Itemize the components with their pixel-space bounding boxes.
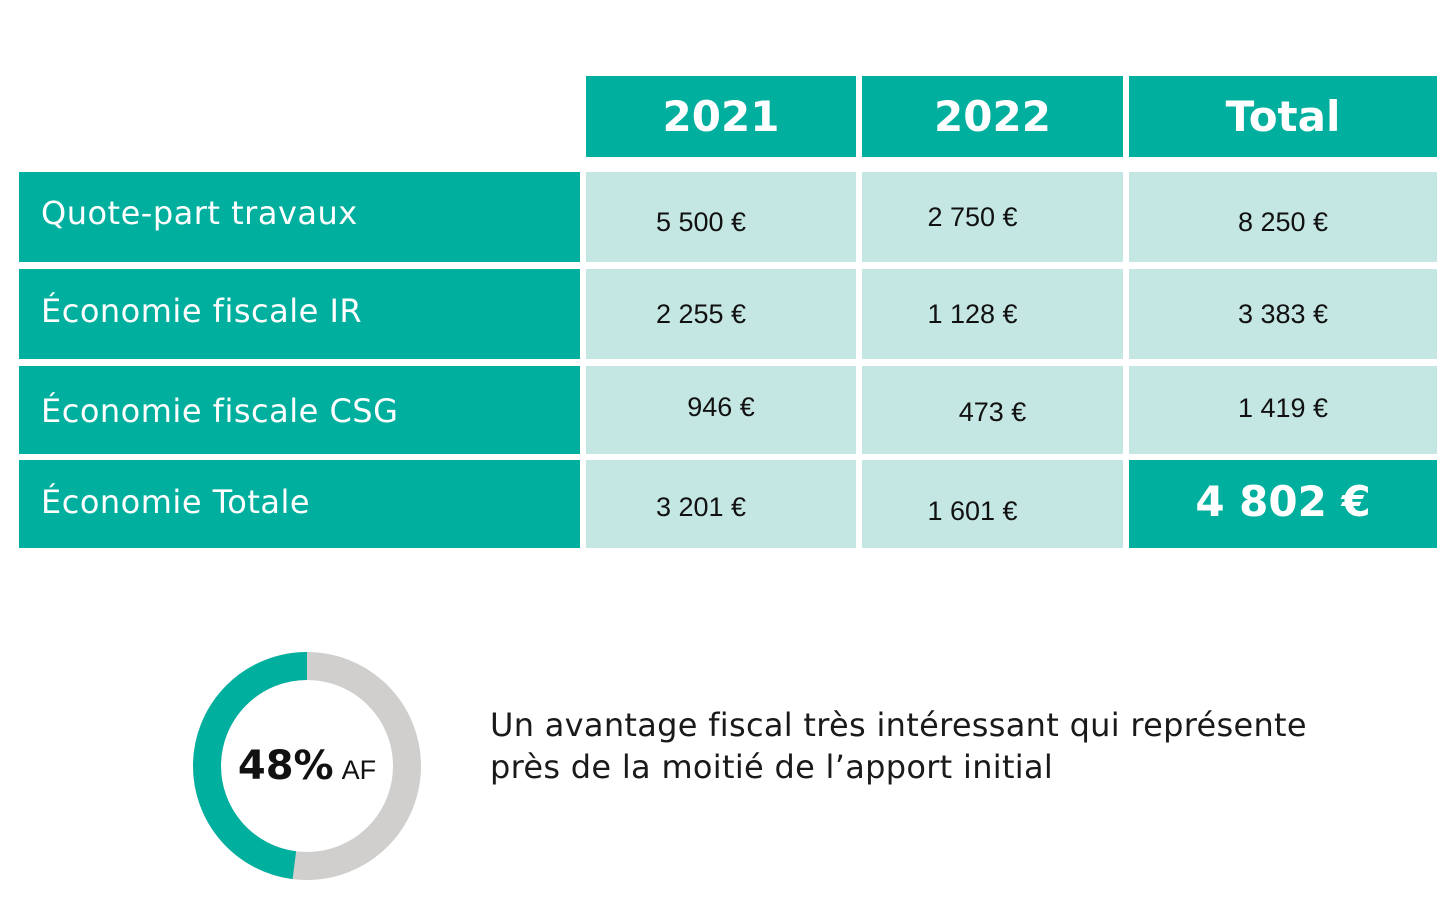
- donut-percent: 48%: [237, 743, 334, 789]
- donut-unit: AF: [341, 754, 377, 785]
- cell-ir-2022: 1 128 €: [862, 269, 1123, 359]
- donut-svg: [193, 652, 421, 880]
- cell-ir-2021: 2 255 €: [586, 269, 856, 359]
- row-label-economie-totale: Économie Totale: [19, 460, 580, 548]
- row-label-economie-fiscale-csg: Économie fiscale CSG: [19, 366, 580, 454]
- column-header-2021: 2021: [586, 76, 856, 157]
- cell-csg-2022: 473 €: [862, 366, 1123, 454]
- donut-center-label: 48% AF: [192, 651, 422, 881]
- caption-line-2: près de la moitié de l’apport initial: [490, 748, 1054, 786]
- cell-csg-2021: 946 €: [586, 366, 856, 454]
- donut-filled-arc: [193, 652, 421, 880]
- cell-totale-total: 4 802 €: [1129, 460, 1437, 548]
- cell-csg-total: 1 419 €: [1129, 366, 1437, 454]
- caption-text: Un avantage fiscal très intéressant qui …: [490, 704, 1410, 788]
- cell-totale-2022: 1 601 €: [862, 460, 1123, 548]
- donut-chart: 48% AF: [192, 651, 422, 881]
- row-label-quote-part-travaux: Quote-part travaux: [19, 172, 580, 262]
- column-header-2022: 2022: [862, 76, 1123, 157]
- row-label-economie-fiscale-ir: Économie fiscale IR: [19, 269, 580, 359]
- cell-quote-part-2021: 5 500 €: [586, 172, 856, 262]
- caption-line-1: Un avantage fiscal très intéressant qui …: [490, 706, 1307, 744]
- cell-quote-part-2022: 2 750 €: [862, 172, 1123, 262]
- cell-totale-2021: 3 201 €: [586, 460, 856, 548]
- column-header-total: Total: [1129, 76, 1437, 157]
- cell-quote-part-total: 8 250 €: [1129, 172, 1437, 262]
- cell-ir-total: 3 383 €: [1129, 269, 1437, 359]
